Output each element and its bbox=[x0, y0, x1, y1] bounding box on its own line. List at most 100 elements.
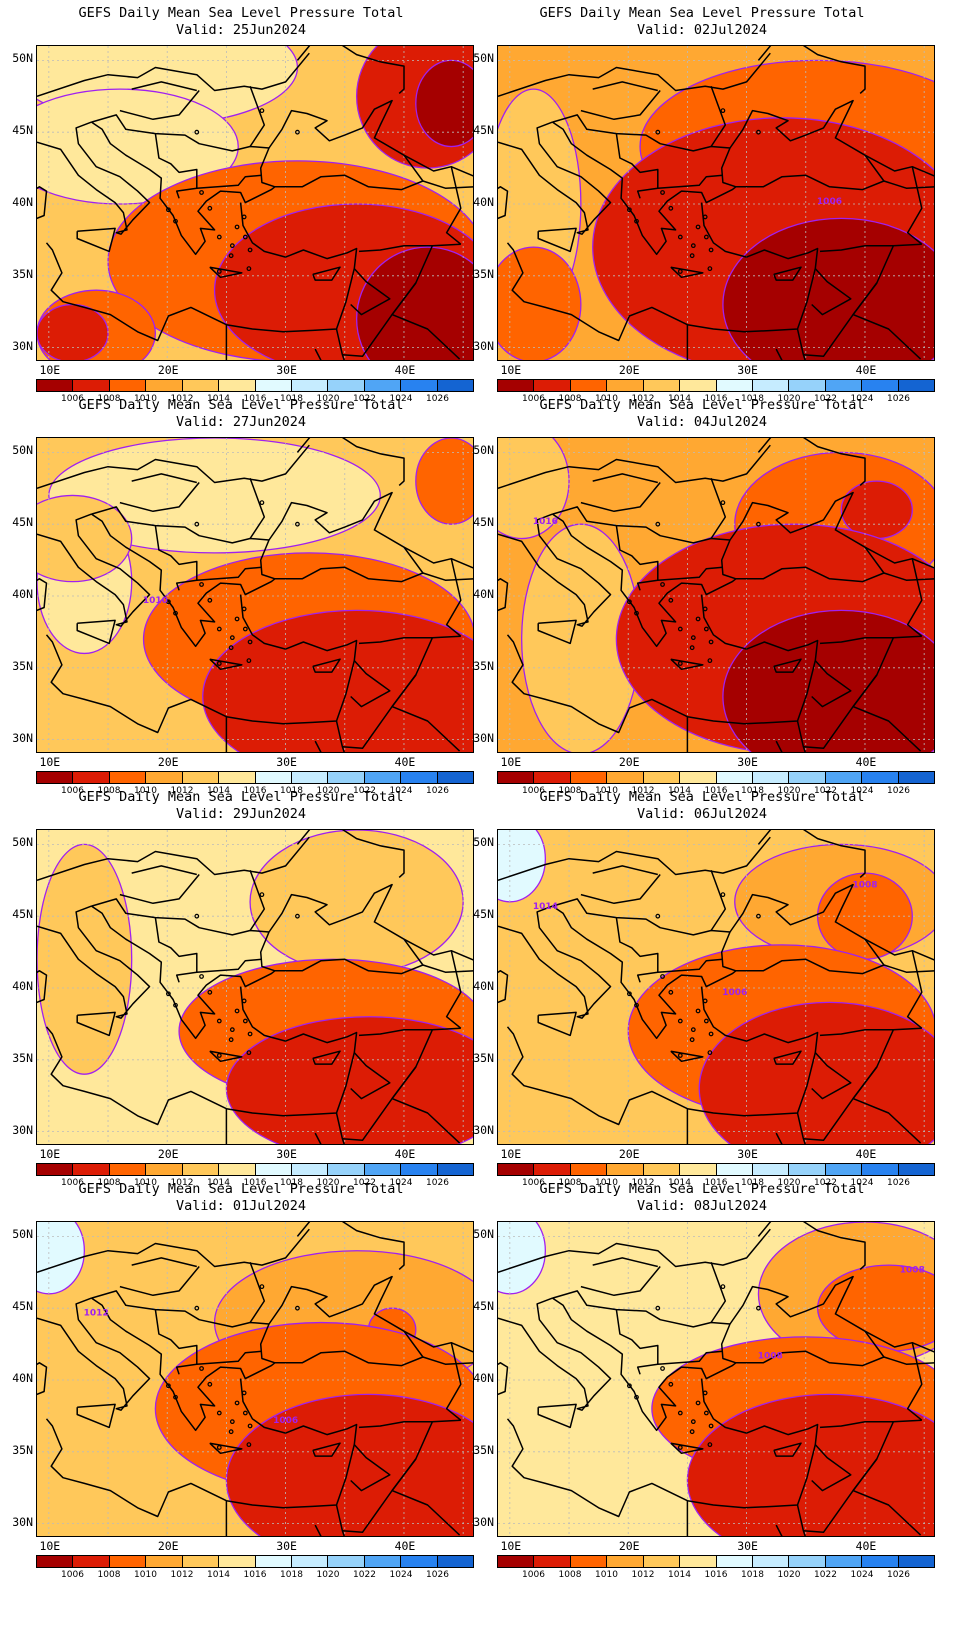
island bbox=[194, 913, 200, 919]
coastline bbox=[615, 525, 659, 591]
island bbox=[216, 1410, 222, 1416]
island bbox=[689, 1429, 695, 1435]
coastline bbox=[37, 578, 48, 612]
island bbox=[242, 1018, 248, 1024]
colorbar-box bbox=[716, 1556, 753, 1567]
colorbar-box bbox=[328, 1164, 365, 1175]
contour-label: 1008 bbox=[900, 1265, 925, 1275]
colorbar-label: 1010 bbox=[134, 1570, 157, 1580]
colorbar-box bbox=[401, 380, 438, 391]
coastline bbox=[445, 558, 462, 637]
coastline bbox=[154, 133, 198, 199]
latitude-label: 50N bbox=[473, 1227, 494, 1242]
colorbar-box bbox=[364, 1556, 402, 1567]
coastline bbox=[422, 964, 473, 973]
colorbar-label: 1024 bbox=[389, 1570, 413, 1580]
island bbox=[677, 234, 683, 240]
panel-valid-date: Valid: 27Jun2024 bbox=[175, 414, 307, 430]
map-panel: GEFS Daily Mean Sea Level Pressure Total… bbox=[0, 0, 482, 410]
coastline bbox=[852, 1421, 922, 1536]
pressure-map bbox=[36, 829, 474, 1145]
coastline bbox=[819, 243, 922, 253]
island bbox=[165, 991, 171, 997]
island bbox=[690, 635, 696, 641]
island bbox=[634, 1002, 639, 1008]
coastline bbox=[296, 46, 405, 94]
colorbar-label: 1006 bbox=[522, 1570, 545, 1580]
island bbox=[229, 635, 235, 641]
colorbar-label: 1006 bbox=[61, 1570, 84, 1580]
island bbox=[165, 599, 171, 605]
pressure-map: 1008 1008 bbox=[497, 1221, 935, 1537]
colorbar-label: 1026 bbox=[887, 1178, 910, 1188]
contour-label: 1006 bbox=[722, 988, 747, 998]
coastline bbox=[249, 869, 266, 931]
coastline bbox=[710, 85, 727, 147]
colorbar-box bbox=[752, 1164, 790, 1175]
island bbox=[756, 913, 761, 919]
coastline bbox=[37, 836, 310, 882]
island bbox=[708, 639, 714, 645]
colorbar-box bbox=[37, 1164, 74, 1175]
coastline bbox=[196, 566, 262, 581]
colorbar-label: 1008 bbox=[558, 786, 582, 796]
island bbox=[677, 1053, 683, 1058]
island bbox=[259, 108, 265, 114]
latitude-label: 50N bbox=[12, 1227, 33, 1242]
coastline bbox=[710, 1261, 727, 1323]
island bbox=[242, 1410, 248, 1416]
latitude-label: 45N bbox=[12, 1299, 33, 1314]
map-panel: GEFS Daily Mean Sea Level Pressure Total… bbox=[461, 1176, 943, 1586]
colorbar-label: 1016 bbox=[704, 394, 728, 404]
colorbar-label: 1024 bbox=[389, 394, 413, 404]
coastline bbox=[76, 619, 116, 645]
island bbox=[626, 1383, 632, 1389]
colorbar-label: 1016 bbox=[243, 394, 267, 404]
colorbar-label: 1024 bbox=[850, 1570, 874, 1580]
colorbar-box bbox=[109, 1556, 147, 1567]
coastline bbox=[592, 473, 658, 484]
longitude-label: 10E bbox=[500, 1539, 522, 1553]
pressure-contour-region bbox=[37, 88, 239, 205]
map-svg: 1014 1006 1008 bbox=[498, 830, 934, 1144]
colorbar-label: 1012 bbox=[170, 1178, 194, 1188]
island bbox=[703, 1018, 709, 1024]
coastline bbox=[403, 938, 473, 961]
colorbar-label: 1006 bbox=[522, 1178, 545, 1188]
island bbox=[199, 582, 204, 587]
island bbox=[295, 1305, 300, 1311]
island bbox=[689, 645, 695, 651]
coastline bbox=[498, 1362, 509, 1396]
colorbar bbox=[36, 1163, 474, 1176]
latitude-label: 45N bbox=[12, 907, 33, 922]
island bbox=[677, 1018, 683, 1024]
colorbar-box bbox=[109, 1164, 147, 1175]
island bbox=[756, 1305, 761, 1311]
island bbox=[702, 214, 708, 220]
island bbox=[295, 913, 300, 919]
coastline bbox=[154, 917, 198, 983]
colorbar-label: 1008 bbox=[558, 1570, 582, 1580]
coastline bbox=[864, 1330, 934, 1353]
map-svg: 1012 1006 bbox=[37, 1222, 473, 1536]
coastline bbox=[757, 1222, 866, 1270]
island bbox=[707, 658, 713, 664]
colorbar-label: 1016 bbox=[243, 1570, 267, 1580]
panel-valid-date: Valid: 01Jul2024 bbox=[175, 1198, 307, 1214]
coastline bbox=[358, 243, 461, 253]
island bbox=[247, 1423, 253, 1429]
longitude-label: 20E bbox=[157, 1147, 179, 1161]
latitude-label: 50N bbox=[473, 835, 494, 850]
colorbar-box bbox=[146, 1164, 183, 1175]
coastline bbox=[296, 1222, 405, 1270]
pressure-contour-region bbox=[415, 59, 473, 148]
panel-valid-date: Valid: 08Jul2024 bbox=[636, 1198, 768, 1214]
colorbar-box bbox=[364, 380, 402, 391]
colorbar-label: 1012 bbox=[170, 1570, 194, 1580]
pressure-map: 1014 1006 1008 bbox=[497, 829, 935, 1145]
coastline bbox=[811, 660, 852, 708]
colorbar-label: 1006 bbox=[522, 786, 545, 796]
pressure-contour-region bbox=[37, 303, 109, 360]
colorbar-label: 1010 bbox=[134, 394, 157, 404]
colorbar-box bbox=[146, 772, 183, 783]
